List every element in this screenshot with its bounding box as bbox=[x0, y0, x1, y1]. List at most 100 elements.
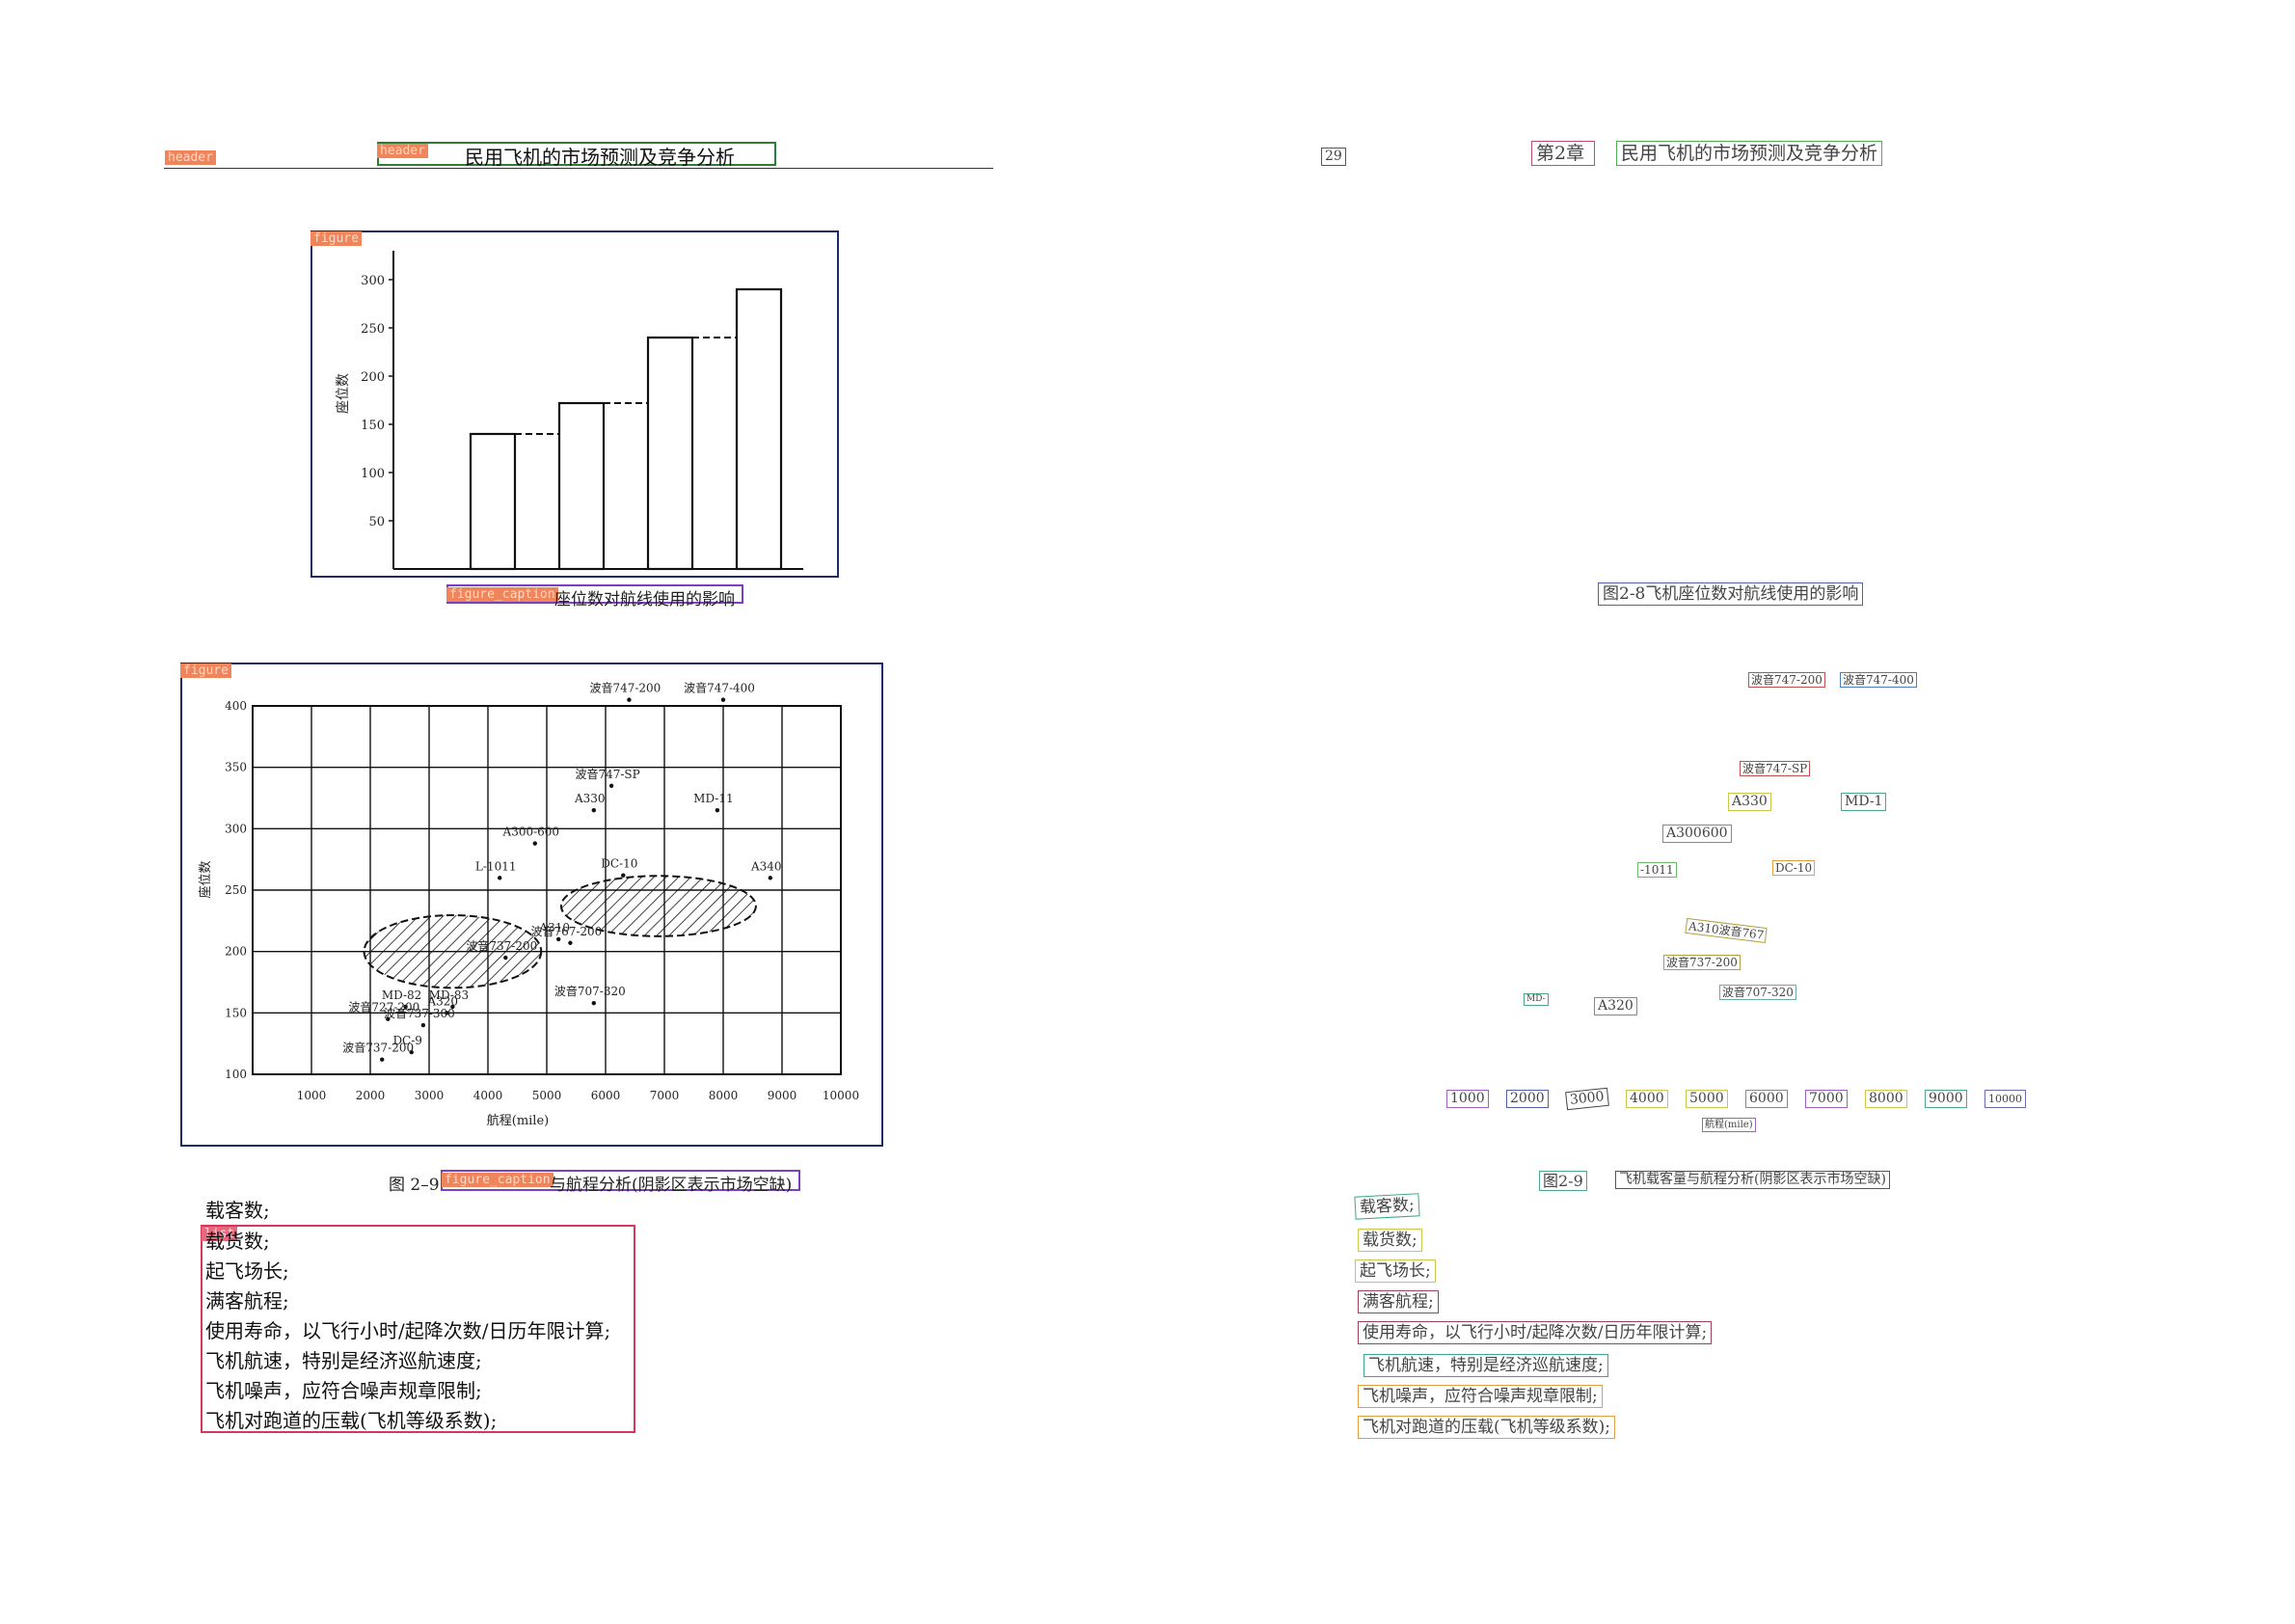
figure2-box bbox=[180, 663, 883, 1147]
list-item: 使用寿命，以飞行小时/起降次数/日历年限计算; bbox=[205, 1319, 611, 1342]
x-tick-label: 10000 bbox=[1984, 1090, 2026, 1108]
aircraft-point bbox=[627, 697, 632, 702]
x-tick-label: 3000 bbox=[1565, 1087, 1609, 1111]
aircraft-point bbox=[591, 1000, 596, 1006]
aircraft-point-label: A320 bbox=[427, 994, 459, 1008]
y-tick-label: 250 bbox=[361, 322, 385, 337]
aircraft-point bbox=[420, 1022, 426, 1028]
aircraft-point bbox=[409, 1049, 414, 1055]
y-axis-label: 座位数 bbox=[336, 373, 351, 414]
x-tick-label: 8000 bbox=[709, 1089, 739, 1102]
aircraft-point-label: 波音747-400 bbox=[684, 681, 755, 695]
aircraft-point-label: A330 bbox=[574, 792, 606, 805]
aircraft-point-label: 波音747-SP bbox=[575, 767, 639, 781]
list-box bbox=[201, 1225, 635, 1433]
x-tick-label: 1000 bbox=[1446, 1090, 1489, 1108]
x-tick-label: 9000 bbox=[1925, 1090, 1967, 1108]
y-tick-label: 300 bbox=[361, 274, 385, 288]
x-tick-label: 1000 bbox=[297, 1089, 327, 1102]
figure2-caption-tag: figure_caption bbox=[442, 1173, 554, 1187]
y-tick-label: 300 bbox=[225, 822, 247, 835]
x-tick-label: 5000 bbox=[532, 1089, 562, 1102]
figure1-tag: figure bbox=[310, 231, 362, 246]
aircraft-point-label: A340 bbox=[750, 859, 782, 873]
aircraft-point-label: DC-10 bbox=[601, 857, 637, 871]
aircraft-point-label: MD-82 bbox=[382, 988, 421, 1002]
aircraft-point-label: 波音737-200 bbox=[466, 938, 537, 953]
x-tick-label: 2000 bbox=[356, 1089, 386, 1102]
figure1-caption: 图2-8飞机座位数对航线使用的影响 bbox=[1598, 582, 1864, 606]
y-tick-label: 150 bbox=[225, 1006, 247, 1019]
list-item: 载货数; bbox=[1358, 1229, 1422, 1252]
list-item: 飞机噪声，应符合噪声规章限制; bbox=[205, 1379, 482, 1402]
aircraft-point bbox=[386, 1016, 391, 1021]
left-list: 载货数; 起飞场长; 满客航程; 使用寿命，以飞行小时/起降次数/日历年限计算;… bbox=[205, 1227, 610, 1436]
aircraft-point-label: MD-11 bbox=[693, 792, 733, 805]
capacity-range-scatter: 1000 2000 3000 4000 5000 6000 7000 8000 9000 1000… bbox=[199, 681, 859, 1128]
bar bbox=[735, 287, 783, 571]
aircraft-point-label: 波音747-200 bbox=[589, 681, 661, 695]
x-tick-label: 5000 bbox=[1686, 1090, 1728, 1108]
list-item: 载客数; bbox=[1354, 1193, 1420, 1220]
aircraft-label: DC-10 bbox=[1772, 860, 1816, 876]
aircraft-point bbox=[503, 955, 508, 961]
x-tick-label: 4000 bbox=[1626, 1090, 1668, 1108]
aircraft-point bbox=[532, 841, 537, 846]
figure2-tag: figure bbox=[180, 663, 231, 678]
aircraft-label: 波音747-400 bbox=[1840, 672, 1917, 688]
y-tick-label: 100 bbox=[225, 1068, 247, 1081]
header-rule bbox=[164, 168, 993, 169]
x-tick-label: 10000 bbox=[823, 1089, 859, 1102]
aircraft-point bbox=[380, 1057, 385, 1062]
x-tick-label: 4000 bbox=[473, 1089, 503, 1102]
y-tick-label: 200 bbox=[361, 370, 385, 385]
list-item: 飞机对跑道的压载(飞机等级系数); bbox=[205, 1409, 498, 1432]
bar bbox=[469, 432, 517, 571]
aircraft-point-label: 波音727-200 bbox=[348, 1000, 419, 1015]
y-tick-label: 100 bbox=[361, 467, 385, 481]
aircraft-point bbox=[608, 783, 614, 788]
aircraft-label: 波音737-200 bbox=[1663, 955, 1741, 970]
aircraft-point bbox=[445, 1011, 449, 1015]
x-tick-label: 6000 bbox=[1745, 1090, 1788, 1108]
header-title: 民用飞机的市场预测及竞争分析 bbox=[465, 146, 735, 169]
x-tick-row: 1000 2000 3000 4000 5000 6000 7000 8000 9000 1000… bbox=[1148, 1087, 2295, 1115]
y-tick-label: 150 bbox=[361, 419, 385, 433]
list-item: 载客数; bbox=[205, 1199, 270, 1222]
aircraft-point bbox=[568, 940, 573, 945]
aircraft-point-label: MD-83 bbox=[429, 988, 469, 1002]
aircraft-point bbox=[720, 697, 726, 702]
list-item: 满客航程; bbox=[205, 1289, 289, 1313]
aircraft-point bbox=[591, 808, 596, 813]
x-tick-label: 9000 bbox=[768, 1089, 797, 1102]
aircraft-point-label: A310 bbox=[538, 921, 570, 934]
x-axis-label: 航程(mile) bbox=[1702, 1118, 1756, 1132]
figure2-caption-prefix: 图 2–9 bbox=[389, 1176, 440, 1195]
aircraft-label: A330 bbox=[1728, 793, 1771, 811]
figure2-caption: 与航程分析(阴影区表示市场空缺) bbox=[550, 1176, 793, 1195]
header-tag: header bbox=[165, 150, 216, 165]
aircraft-label: 波音747-SP bbox=[1740, 761, 1811, 776]
aircraft-point-label: 波音707-320 bbox=[554, 984, 626, 998]
aircraft-point-label: 波音737-300 bbox=[384, 1006, 455, 1020]
aircraft-point-label: L-1011 bbox=[475, 859, 517, 873]
list-item: 起飞场长; bbox=[1355, 1259, 1436, 1283]
x-tick-label: 3000 bbox=[415, 1089, 445, 1102]
market-gap-region bbox=[559, 875, 757, 937]
aircraft-label: A300600 bbox=[1662, 825, 1732, 843]
bar bbox=[646, 336, 694, 571]
y-tick-label: 50 bbox=[368, 515, 385, 529]
figure1-caption: 座位数对航线使用的影响 bbox=[554, 590, 735, 609]
page-number: 29 bbox=[1321, 148, 1346, 166]
x-tick-label: 6000 bbox=[591, 1089, 621, 1102]
header-title-tag: header bbox=[377, 144, 428, 158]
list-item: 满客航程; bbox=[1358, 1290, 1439, 1313]
list-item: 飞机航速，特别是经济巡航速度; bbox=[1364, 1354, 1608, 1377]
aircraft-label: -1011 bbox=[1637, 862, 1677, 878]
aircraft-point-label: 波音767-200 bbox=[530, 924, 602, 938]
x-tick-label: 2000 bbox=[1506, 1090, 1549, 1108]
aircraft-point-label: A300-600 bbox=[502, 826, 560, 839]
list-item: 飞机航速，特别是经济巡航速度; bbox=[205, 1349, 482, 1372]
aircraft-label: A320 bbox=[1594, 997, 1637, 1015]
aircraft-point bbox=[403, 1004, 408, 1010]
